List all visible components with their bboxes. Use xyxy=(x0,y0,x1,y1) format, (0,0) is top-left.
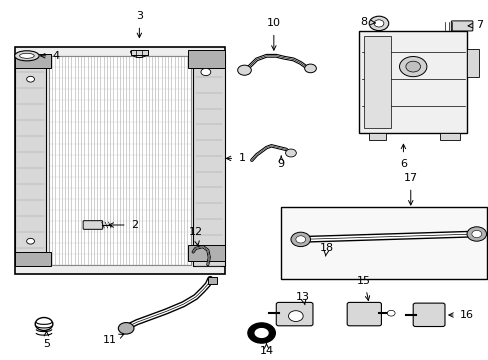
Circle shape xyxy=(471,230,481,238)
Bar xyxy=(15,65,46,256)
Bar xyxy=(188,245,224,261)
Bar xyxy=(15,252,51,266)
Circle shape xyxy=(399,57,426,77)
FancyBboxPatch shape xyxy=(412,303,444,327)
Bar xyxy=(130,50,148,55)
FancyBboxPatch shape xyxy=(83,221,102,229)
Circle shape xyxy=(405,61,420,72)
Circle shape xyxy=(285,149,296,157)
Bar xyxy=(368,133,386,140)
Circle shape xyxy=(386,310,394,316)
Text: 2: 2 xyxy=(109,220,138,230)
Circle shape xyxy=(466,227,486,241)
Bar xyxy=(207,277,216,284)
Text: 10: 10 xyxy=(266,18,280,50)
Bar xyxy=(15,54,51,68)
Text: 7: 7 xyxy=(467,20,482,30)
Text: 18: 18 xyxy=(319,243,333,256)
Text: 6: 6 xyxy=(399,144,406,169)
Bar xyxy=(466,49,478,77)
Text: 1: 1 xyxy=(226,153,245,163)
Circle shape xyxy=(237,65,251,75)
Circle shape xyxy=(368,16,388,31)
Text: 8: 8 xyxy=(360,17,374,27)
FancyBboxPatch shape xyxy=(276,302,312,326)
Circle shape xyxy=(201,68,210,76)
Bar xyxy=(281,207,486,279)
Bar xyxy=(15,47,224,274)
Text: 13: 13 xyxy=(296,292,309,305)
Circle shape xyxy=(290,232,310,247)
Text: 15: 15 xyxy=(357,276,370,300)
Bar xyxy=(49,56,190,265)
Ellipse shape xyxy=(15,51,39,61)
Circle shape xyxy=(288,311,303,321)
FancyBboxPatch shape xyxy=(450,21,472,31)
Circle shape xyxy=(26,238,34,244)
Text: 17: 17 xyxy=(403,173,417,205)
Text: 4: 4 xyxy=(41,51,60,61)
Circle shape xyxy=(118,323,134,334)
Bar xyxy=(193,54,224,266)
Bar xyxy=(364,36,390,128)
Text: 9: 9 xyxy=(277,156,284,169)
FancyBboxPatch shape xyxy=(346,302,381,326)
Circle shape xyxy=(373,20,383,27)
Text: 3: 3 xyxy=(136,11,142,37)
Bar xyxy=(49,56,190,265)
Text: 5: 5 xyxy=(43,331,50,349)
Circle shape xyxy=(295,236,305,243)
Text: 11: 11 xyxy=(103,334,123,345)
Wedge shape xyxy=(130,51,148,58)
Text: 12: 12 xyxy=(188,227,202,246)
Circle shape xyxy=(26,76,34,82)
Text: 16: 16 xyxy=(448,310,473,320)
Bar xyxy=(188,50,224,68)
Bar xyxy=(359,31,466,133)
Text: 14: 14 xyxy=(259,343,273,356)
Ellipse shape xyxy=(20,53,34,58)
Bar xyxy=(439,133,459,140)
Circle shape xyxy=(304,64,316,73)
